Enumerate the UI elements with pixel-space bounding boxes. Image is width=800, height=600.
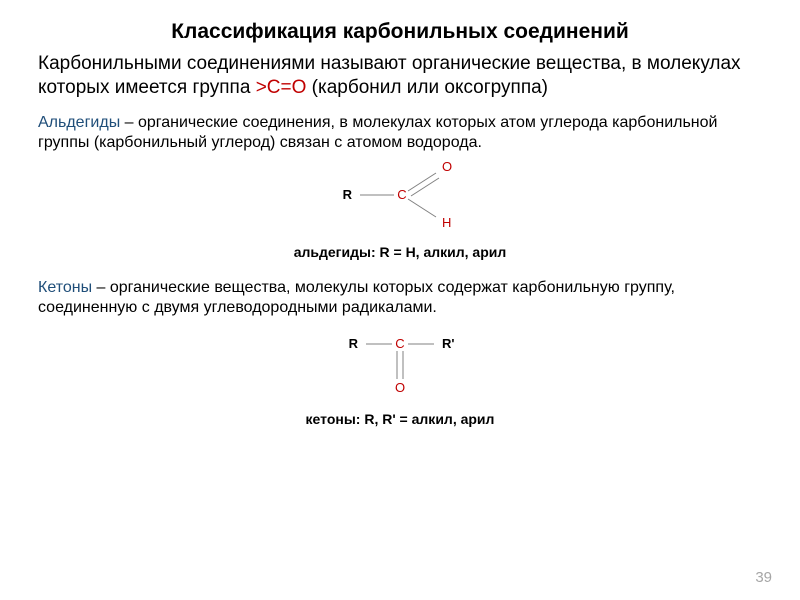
ketone-svg: R R' C O bbox=[310, 320, 490, 402]
svg-text:O: O bbox=[442, 159, 452, 174]
ketones-paragraph: Кетоны – органические вещества, молекулы… bbox=[38, 278, 762, 318]
ketone-structure: R R' C O bbox=[38, 320, 762, 407]
slide-title: Классификация карбонильных соединений bbox=[38, 20, 762, 44]
page-number: 39 bbox=[755, 569, 772, 586]
aldehydes-caption: альдегиды: R = H, алкил, арил bbox=[38, 244, 762, 260]
carbonyl-group: >C=O bbox=[256, 77, 307, 98]
svg-text:H: H bbox=[442, 215, 451, 230]
intro-paragraph: Карбонильными соединениями называют орга… bbox=[38, 52, 762, 101]
ketones-body: – органические вещества, молекулы которы… bbox=[38, 279, 675, 316]
svg-text:R: R bbox=[349, 336, 359, 351]
aldehydes-term: Альдегиды bbox=[38, 114, 120, 131]
svg-text:O: O bbox=[395, 380, 405, 395]
svg-text:R: R bbox=[343, 187, 353, 202]
svg-text:C: C bbox=[397, 187, 406, 202]
svg-text:R': R' bbox=[442, 336, 454, 351]
aldehydes-paragraph: Альдегиды – органические соединения, в м… bbox=[38, 113, 762, 153]
svg-text:C: C bbox=[395, 336, 404, 351]
aldehyde-svg: R C O H bbox=[310, 155, 490, 235]
ketones-term: Кетоны bbox=[38, 279, 92, 296]
slide: Классификация карбонильных соединений Ка… bbox=[0, 0, 800, 600]
aldehyde-structure: R C O H bbox=[38, 155, 762, 240]
intro-suffix: (карбонил или оксогруппа) bbox=[306, 77, 548, 98]
ketones-caption: кетоны: R, R' = алкил, арил bbox=[38, 411, 762, 427]
aldehydes-body: – органические соединения, в молекулах к… bbox=[38, 114, 717, 151]
